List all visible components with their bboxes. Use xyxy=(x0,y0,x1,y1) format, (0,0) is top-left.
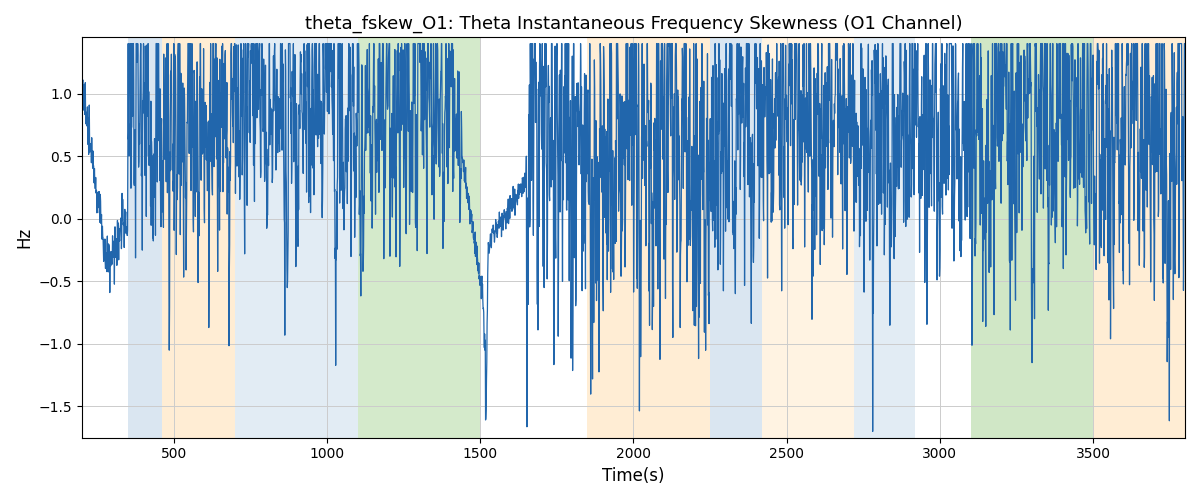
Bar xyxy=(588,38,710,438)
Bar xyxy=(358,38,480,438)
X-axis label: Time(s): Time(s) xyxy=(602,467,665,485)
Y-axis label: Hz: Hz xyxy=(14,227,32,248)
Bar xyxy=(1093,38,1186,438)
Bar xyxy=(710,38,762,438)
Bar xyxy=(128,38,162,438)
Title: theta_fskew_O1: Theta Instantaneous Frequency Skewness (O1 Channel): theta_fskew_O1: Theta Instantaneous Freq… xyxy=(305,15,962,34)
Bar xyxy=(235,38,358,438)
Bar xyxy=(162,38,235,438)
Bar xyxy=(971,38,1093,438)
Bar xyxy=(854,38,916,438)
Bar xyxy=(762,38,854,438)
